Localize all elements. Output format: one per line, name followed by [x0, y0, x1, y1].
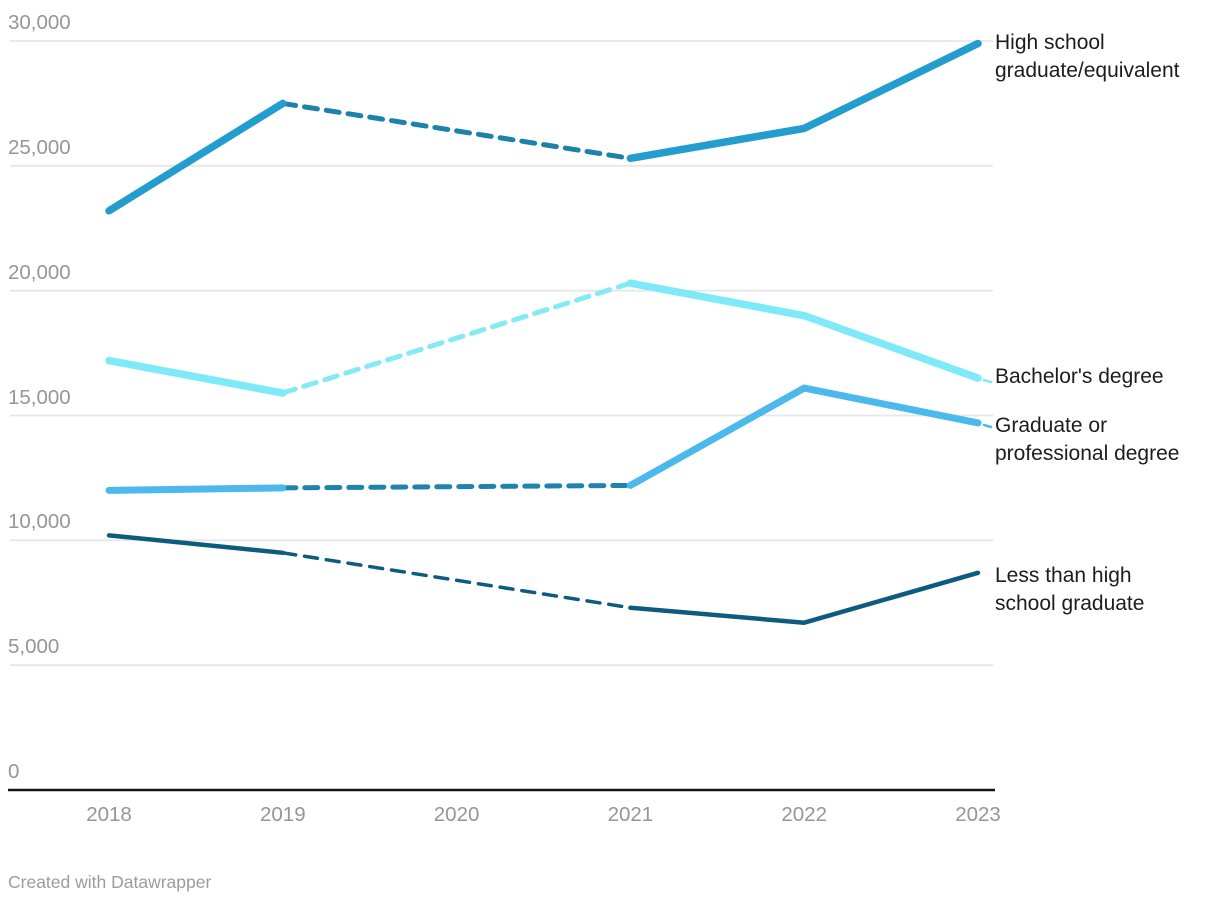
series-label-less-than-high-school: Less than high school graduate [995, 564, 1145, 615]
y-tick-label-30000: 30,000 [8, 11, 71, 34]
series-label-high-school-graduate: High school graduate/equivalent [995, 31, 1180, 82]
y-tick-label-10000: 10,000 [8, 510, 71, 534]
x-tick-label-2021: 2021 [607, 803, 654, 826]
x-tick-label-2020: 2020 [433, 803, 480, 826]
series-label-graduate-professional-degree: Graduate or professional degree [995, 414, 1180, 465]
series-line-less-than-high-school-graduate [106, 533, 286, 556]
x-tick-label-2018: 2018 [86, 803, 132, 826]
series-line-graduate-or-professional-degree-gap-dashed [280, 482, 633, 491]
series-line-high-school-graduate-equivalent [105, 99, 287, 215]
y-tick-label-25000: 25,000 [8, 135, 71, 159]
series-line-high-school-graduate-equivalent [626, 39, 982, 163]
x-tick-label-2019: 2019 [259, 803, 306, 826]
series-line-graduate-or-professional-degree [626, 384, 982, 489]
x-tick-label-2023: 2023 [955, 803, 1001, 826]
datawrapper-credit-link[interactable]: Created with Datawrapper [8, 872, 212, 892]
y-tick-label-15000: 15,000 [8, 385, 71, 409]
series-line-bachelor-s-degree [105, 356, 287, 397]
label-connector-graduate-or-professional-degree [982, 423, 993, 429]
series-line-graduate-or-professional-degree [105, 484, 287, 494]
y-tick-label-20000: 20,000 [8, 260, 71, 284]
label-connector-bachelor-s-degree [982, 378, 993, 384]
x-tick-label-2022: 2022 [781, 803, 827, 826]
series-label-bachelors-degree: Bachelor's degree [995, 365, 1164, 388]
series-line-bachelor-s-degree [626, 279, 982, 382]
y-tick-label-5000: 5,000 [8, 635, 60, 659]
series-line-bachelor-s-degree-gap-dashed [280, 280, 633, 396]
y-tick-label-0: 0 [8, 760, 20, 783]
series-line-less-than-high-school-graduate [628, 570, 981, 625]
series-line-less-than-high-school-graduate-gap-dashed [281, 551, 633, 610]
series-line-high-school-graduate-equivalent-gap-dashed [280, 100, 633, 161]
